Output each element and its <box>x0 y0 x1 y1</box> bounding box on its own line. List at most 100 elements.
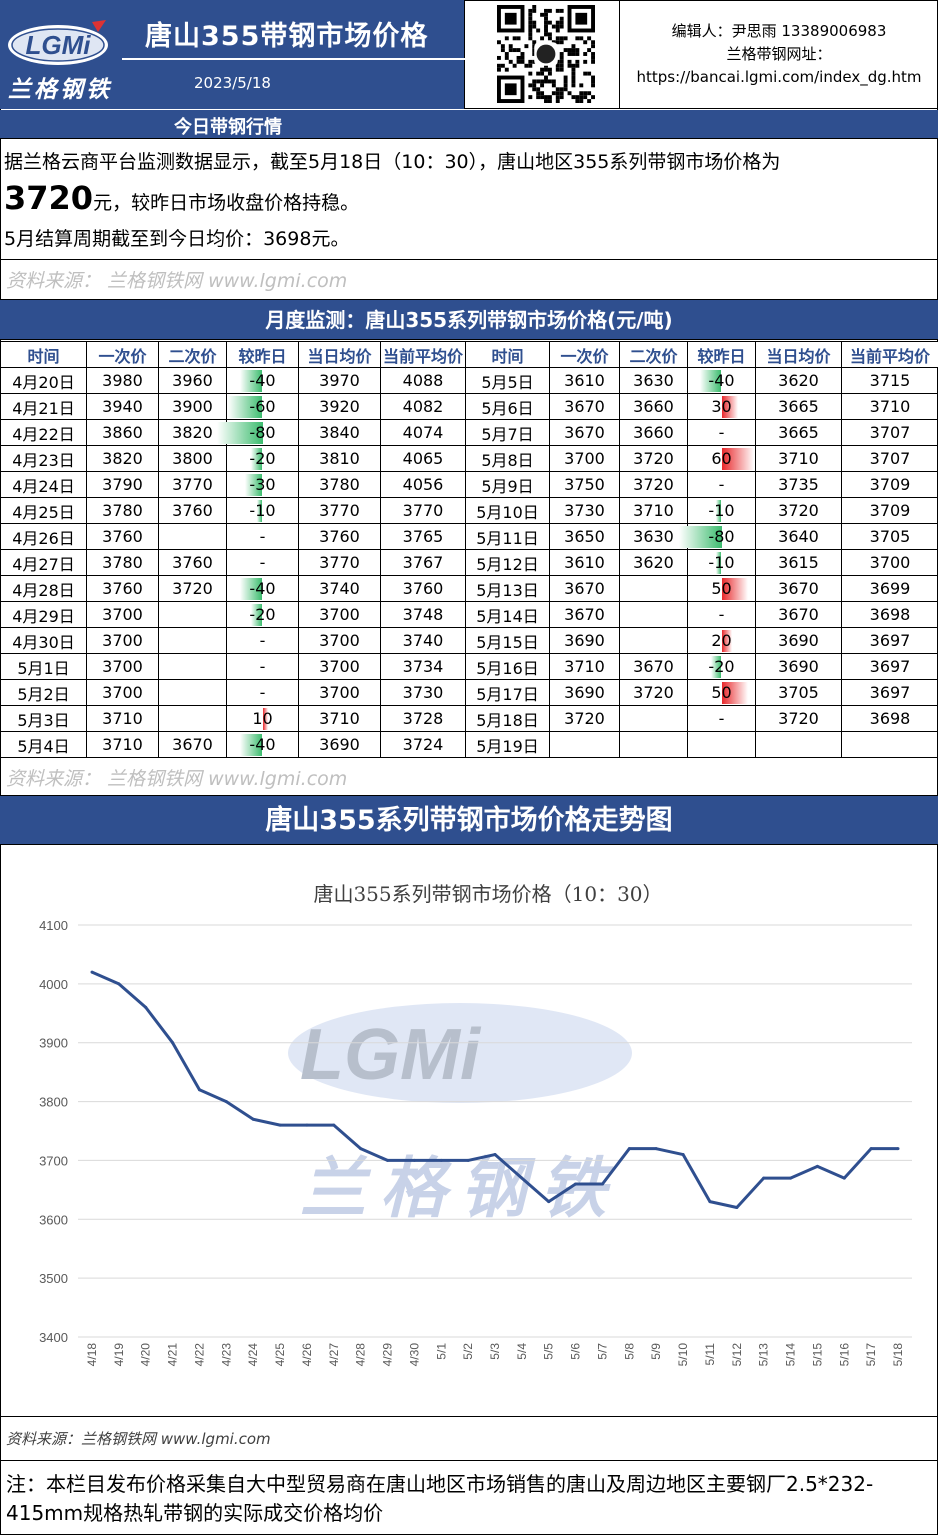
price-cell: 4082 <box>380 393 466 420</box>
editor-name: 编辑人：尹思雨 13389006983 <box>671 22 887 40</box>
change-cell: - <box>226 627 299 654</box>
data-point <box>197 1088 201 1092</box>
column-header: 当前平均价 <box>841 341 938 368</box>
price-cell: 3720 <box>619 445 688 472</box>
change-databar <box>700 370 722 392</box>
table-row: 4月30日 3700-3700 3740 5月15日 3690 20 3690 3697 <box>0 627 938 654</box>
price-cell: 3730 <box>380 679 466 706</box>
price-cell: 3740 <box>298 575 381 602</box>
monthly-source: 资料来源： 兰格钢铁网 www.lgmi.com <box>6 768 348 790</box>
date-cell: 4月24日 <box>0 471 87 498</box>
table-header-row: 时间 一次价 二次价 较昨日 当日均价 当前平均价 时间 一次价 二次价 较昨日 当日均价 当前平均价 <box>0 341 938 368</box>
change-cell: - <box>226 653 299 680</box>
price-cell: 3670 <box>755 601 842 628</box>
change-value: 50 <box>711 683 732 702</box>
brand-name-cn: 兰格钢铁 <box>8 76 112 103</box>
y-tick-label: 3400 <box>39 1330 68 1345</box>
x-tick-label: 5/6 <box>569 1343 583 1360</box>
price-cell <box>619 601 688 628</box>
change-cell: -40 <box>226 367 299 394</box>
y-tick-label: 3500 <box>39 1271 68 1286</box>
table-row: 5月4日 3710 3670 -40 3690 3724 5月19日 <box>0 731 938 758</box>
data-point <box>762 1176 766 1180</box>
price-cell: 3700 <box>841 549 938 576</box>
x-tick-label: 4/29 <box>381 1343 395 1367</box>
change-value: -20 <box>249 449 276 468</box>
data-point <box>359 1147 363 1151</box>
date-cell: 4月25日 <box>0 497 87 524</box>
price-cell: 3980 <box>86 367 159 394</box>
date-cell: 5月1日 <box>0 653 87 680</box>
price-cell: 3780 <box>298 471 381 498</box>
column-header: 较昨日 <box>226 341 299 368</box>
change-cell: -20 <box>226 445 299 472</box>
header-banner: LGMi 兰格钢铁 唐山355带钢市场价格 2023/5/18 <box>0 0 465 109</box>
logo-text: LGMi <box>26 30 92 60</box>
price-cell: 3670 <box>158 731 227 758</box>
price-cell <box>841 731 938 758</box>
date-cell: 4月23日 <box>0 445 87 472</box>
change-cell: 20 <box>687 627 756 654</box>
change-cell: 10 <box>226 705 299 732</box>
x-tick-label: 5/14 <box>784 1343 798 1367</box>
price-cell: 3760 <box>298 523 381 550</box>
change-databar <box>721 682 749 704</box>
price-cell: 3710 <box>86 705 159 732</box>
x-tick-label: 4/21 <box>166 1343 180 1367</box>
price-cell: 4088 <box>380 367 466 394</box>
date-cell: 5月17日 <box>465 679 550 706</box>
price-cell: 3710 <box>841 393 938 420</box>
change-cell: -40 <box>226 575 299 602</box>
y-tick-label: 4000 <box>39 977 68 992</box>
y-tick-label: 4100 <box>39 918 68 933</box>
data-point <box>412 1158 416 1162</box>
today-price: 3720 <box>4 179 94 217</box>
price-cell: 3734 <box>380 653 466 680</box>
price-cell: 3715 <box>841 367 938 394</box>
change-value: -10 <box>708 501 735 520</box>
change-cell: - <box>687 705 756 732</box>
price-cell: 3697 <box>841 679 938 706</box>
x-tick-label: 4/28 <box>354 1343 368 1367</box>
table-row: 4月23日 3820 3800 -20 3810 4065 5月8日 3700 3720 60 37… <box>0 445 938 472</box>
x-tick-label: 4/19 <box>112 1343 126 1367</box>
price-cell <box>619 731 688 758</box>
data-point <box>386 1158 390 1162</box>
price-cell <box>158 653 227 680</box>
monthly-section-header: 月度监测：唐山355系列带钢市场价格(元/吨) <box>0 300 938 340</box>
date-cell: 5月9日 <box>465 471 550 498</box>
price-cell: 3665 <box>755 393 842 420</box>
price-trend-chart: LGMi 兰格钢铁 唐山355系列带钢市场价格（10：30） 3400 3500 3600… <box>39 882 912 1367</box>
table-row: 4月22日 3860 3820 -80 3840 4074 5月7日 3670 3660 - 366… <box>0 419 938 446</box>
price-cell: 3698 <box>841 601 938 628</box>
price-cell: 3670 <box>549 419 620 446</box>
date-cell: 5月3日 <box>0 705 87 732</box>
change-databar <box>710 656 722 678</box>
price-cell: 3650 <box>549 523 620 550</box>
site-url-link[interactable]: https://bancai.lgmi.com/index_dg.htm <box>636 68 922 86</box>
date-cell: 5月18日 <box>465 705 550 732</box>
change-cell: 30 <box>687 393 756 420</box>
price-cell: 3760 <box>158 549 227 576</box>
today-section-title: 今日带钢行情 <box>174 117 282 138</box>
price-cell: 3670 <box>549 393 620 420</box>
column-header: 较昨日 <box>687 341 756 368</box>
change-databar <box>716 552 722 574</box>
price-cell: 3710 <box>755 445 842 472</box>
date-cell: 5月7日 <box>465 419 550 446</box>
y-tick-label: 3900 <box>39 1036 68 1051</box>
data-point <box>869 1147 873 1151</box>
date-cell: 4月22日 <box>0 419 87 446</box>
price-cell: 4065 <box>380 445 466 472</box>
x-tick-label: 5/12 <box>730 1343 744 1367</box>
price-cell: 3710 <box>549 653 620 680</box>
price-cell: 3765 <box>380 523 466 550</box>
x-tick-label: 5/1 <box>434 1343 448 1360</box>
date-cell: 5月6日 <box>465 393 550 420</box>
change-cell: - <box>687 471 756 498</box>
change-cell: -80 <box>678 523 756 550</box>
price-cell: 3700 <box>86 601 159 628</box>
date-cell: 5月8日 <box>465 445 550 472</box>
change-cell: - <box>226 523 299 550</box>
divider <box>0 259 938 260</box>
